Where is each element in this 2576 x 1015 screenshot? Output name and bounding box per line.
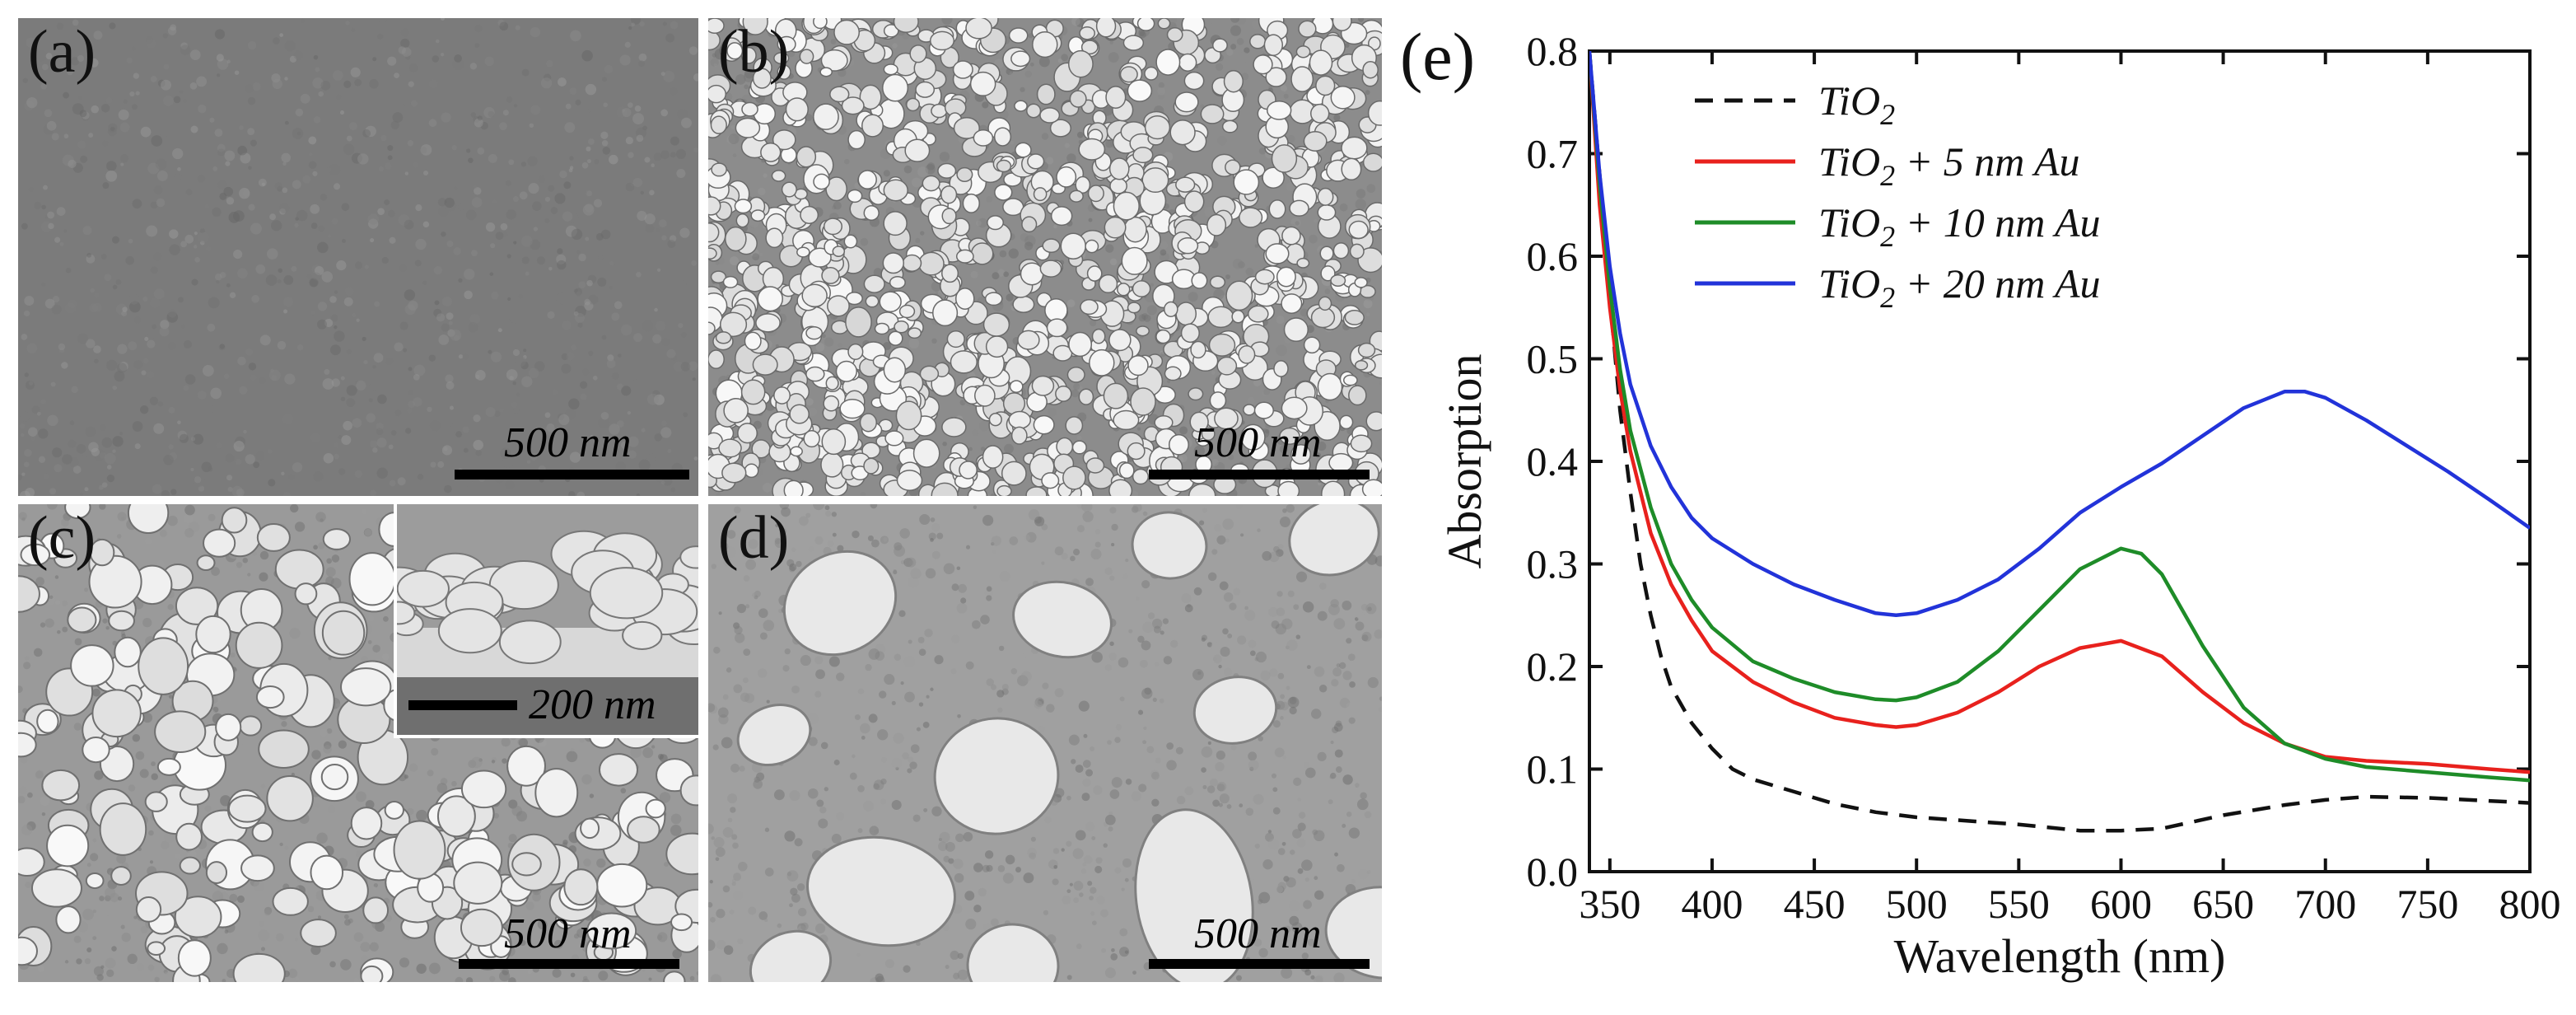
x-tick-label: 350: [1579, 881, 1640, 927]
x-tick-label: 600: [2090, 881, 2152, 927]
sem-panel-a: (a) 500 nm: [18, 18, 698, 496]
scale-label-d: 500 nm: [1194, 910, 1322, 957]
scale-label-b: 500 nm: [1194, 419, 1322, 466]
scale-label-c: 500 nm: [504, 910, 632, 957]
y-tick-label: 0.5: [1527, 336, 1579, 382]
scale-bar-b: [1149, 470, 1370, 479]
sem-inset-c: 200 nm: [394, 504, 698, 738]
y-tick-label: 0.2: [1527, 643, 1579, 690]
scale-bar-c: [459, 959, 679, 969]
x-tick-label: 500: [1886, 881, 1948, 927]
x-tick-label: 450: [1784, 881, 1846, 927]
legend-label-3: TiO2 + 20 nm Au: [1818, 260, 2101, 314]
x-tick-label: 650: [2192, 881, 2254, 927]
x-axis-title: Wavelength (nm): [1894, 929, 2226, 983]
legend-label-2: TiO2 + 10 nm Au: [1818, 199, 2101, 253]
y-tick-label: 0.7: [1527, 131, 1579, 177]
legend-label-1: TiO2 + 5 nm Au: [1818, 138, 2080, 192]
sem-texture: [708, 504, 1382, 982]
series-line-2: [1589, 51, 2530, 783]
sem-texture: [708, 18, 1382, 496]
y-tick-label: 0.0: [1527, 849, 1579, 895]
y-axis-title: Absorption: [1438, 354, 1491, 569]
legend-label-0: TiO2: [1818, 77, 1895, 131]
series-line-3: [1589, 51, 2530, 618]
y-tick-label: 0.4: [1527, 438, 1579, 484]
panel-label-a: (a): [28, 18, 96, 86]
panel-label-d: (d): [718, 504, 790, 572]
x-tick-label: 550: [1988, 881, 2050, 927]
sem-panel-c: (c) 200 nm 500 nm: [18, 504, 698, 982]
scale-label-inset: 200 nm: [529, 681, 656, 728]
sem-panel-b: (b) 500 nm: [708, 18, 1382, 496]
sem-texture: [18, 18, 698, 496]
x-tick-label: 400: [1681, 881, 1743, 927]
scale-bar-a: [455, 470, 689, 479]
x-tick-label: 700: [2294, 881, 2356, 927]
x-tick-label: 750: [2396, 881, 2458, 927]
y-tick-label: 0.3: [1527, 541, 1579, 587]
panel-label-e: (e): [1400, 19, 1475, 94]
x-tick-label: 800: [2499, 881, 2561, 927]
y-tick-label: 0.8: [1527, 28, 1579, 74]
scale-label-a: 500 nm: [504, 419, 632, 466]
panel-label-c: (c): [28, 504, 96, 572]
scale-bar-inset: [408, 700, 517, 710]
panel-label-b: (b): [718, 18, 790, 86]
scale-bar-d: [1149, 959, 1370, 969]
inset-texture: [397, 504, 698, 735]
y-tick-label: 0.6: [1527, 233, 1579, 279]
series-line-0: [1589, 51, 2530, 833]
sem-panel-d: (d) 500 nm: [708, 504, 1382, 982]
y-tick-label: 0.1: [1527, 746, 1579, 793]
